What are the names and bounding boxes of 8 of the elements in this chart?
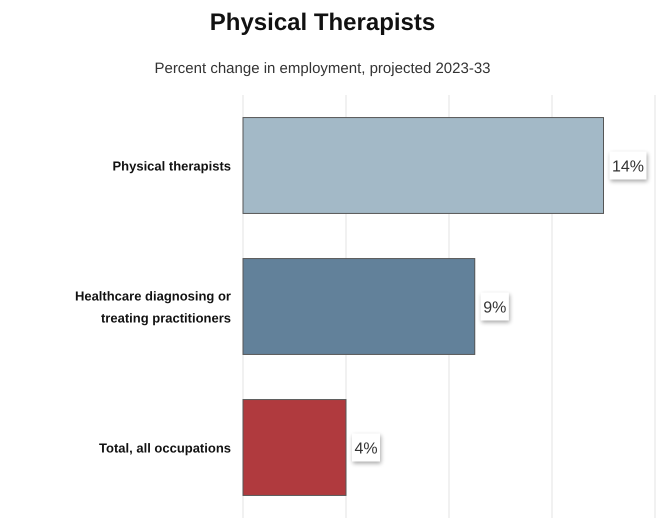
chart-title: Physical Therapists: [210, 9, 436, 36]
data-label: 9%: [483, 300, 506, 316]
y-tick-label: Healthcare diagnosing or treating practitioners: [74, 288, 231, 326]
data-label: 14%: [612, 158, 644, 176]
chart-subtitle: Percent change in employment, projected 2023-33: [154, 60, 491, 77]
y-tick-label: Total, all occupations: [99, 440, 231, 456]
y-tick-label: Physical therapists: [112, 158, 231, 174]
data-label: 4%: [354, 440, 378, 458]
